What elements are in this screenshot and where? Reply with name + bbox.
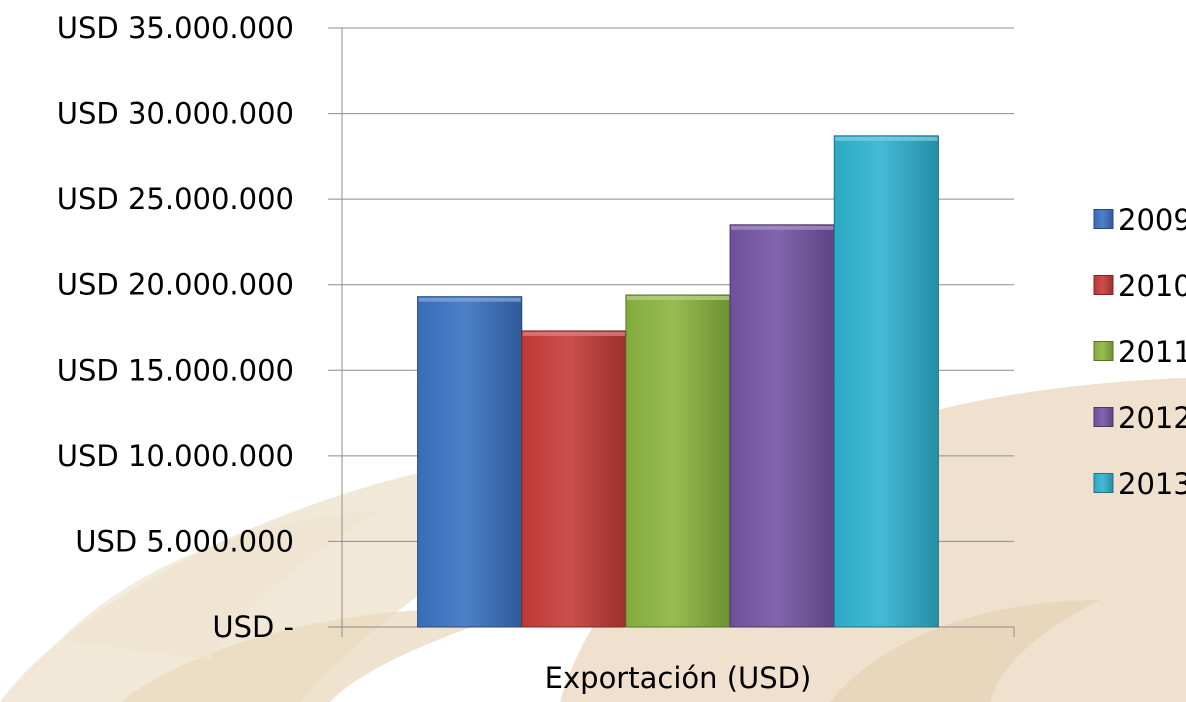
y-tick-label: USD 25.000.000 bbox=[57, 182, 294, 216]
legend-swatch-2009 bbox=[1093, 209, 1114, 229]
legend-label-2010: 2010 bbox=[1118, 269, 1186, 303]
legend-label-2009: 2009 bbox=[1118, 203, 1186, 237]
bar-highlight bbox=[522, 331, 625, 336]
y-tick-label: USD 15.000.000 bbox=[57, 353, 294, 387]
y-tick-label: USD 30.000.000 bbox=[57, 97, 294, 131]
legend-label-2013: 2013 bbox=[1118, 467, 1186, 501]
bar-2012 bbox=[729, 224, 835, 628]
bar-highlight bbox=[626, 295, 730, 300]
bars bbox=[417, 135, 939, 628]
legend: 2009 2010 2011 2012 2013 bbox=[1093, 203, 1186, 501]
bar-highlight bbox=[731, 225, 834, 230]
background-leaf-shape bbox=[830, 600, 1100, 702]
background-leaf-shape bbox=[120, 608, 520, 702]
legend-swatch-2013 bbox=[1093, 473, 1114, 493]
bar-2009 bbox=[417, 296, 523, 628]
background-leaf-shape bbox=[60, 510, 380, 660]
legend-swatch-2011 bbox=[1093, 341, 1114, 361]
y-tick-labels: USD - USD 5.000.000 USD 10.000.000 USD 15.0… bbox=[57, 11, 294, 644]
bar-highlight bbox=[418, 297, 521, 302]
y-tick-label: USD 10.000.000 bbox=[57, 439, 294, 473]
bar-2011 bbox=[625, 294, 731, 628]
legend-swatch-2010 bbox=[1093, 275, 1114, 295]
legend-label-2011: 2011 bbox=[1118, 335, 1186, 369]
y-tick-label: USD 20.000.000 bbox=[57, 268, 294, 302]
y-tick-label: USD 35.000.000 bbox=[57, 11, 294, 45]
bar-highlight bbox=[835, 136, 938, 141]
bar-2013 bbox=[833, 135, 939, 628]
x-category-label: Exportación (USD) bbox=[545, 661, 812, 695]
y-tick-label: USD 5.000.000 bbox=[75, 524, 294, 558]
legend-swatch-2012 bbox=[1093, 407, 1114, 427]
x-category-labels: Exportación (USD) bbox=[545, 661, 812, 695]
legend-label-2012: 2012 bbox=[1118, 401, 1186, 435]
y-tick-label: USD - bbox=[212, 610, 294, 644]
bar-2010 bbox=[521, 330, 627, 628]
